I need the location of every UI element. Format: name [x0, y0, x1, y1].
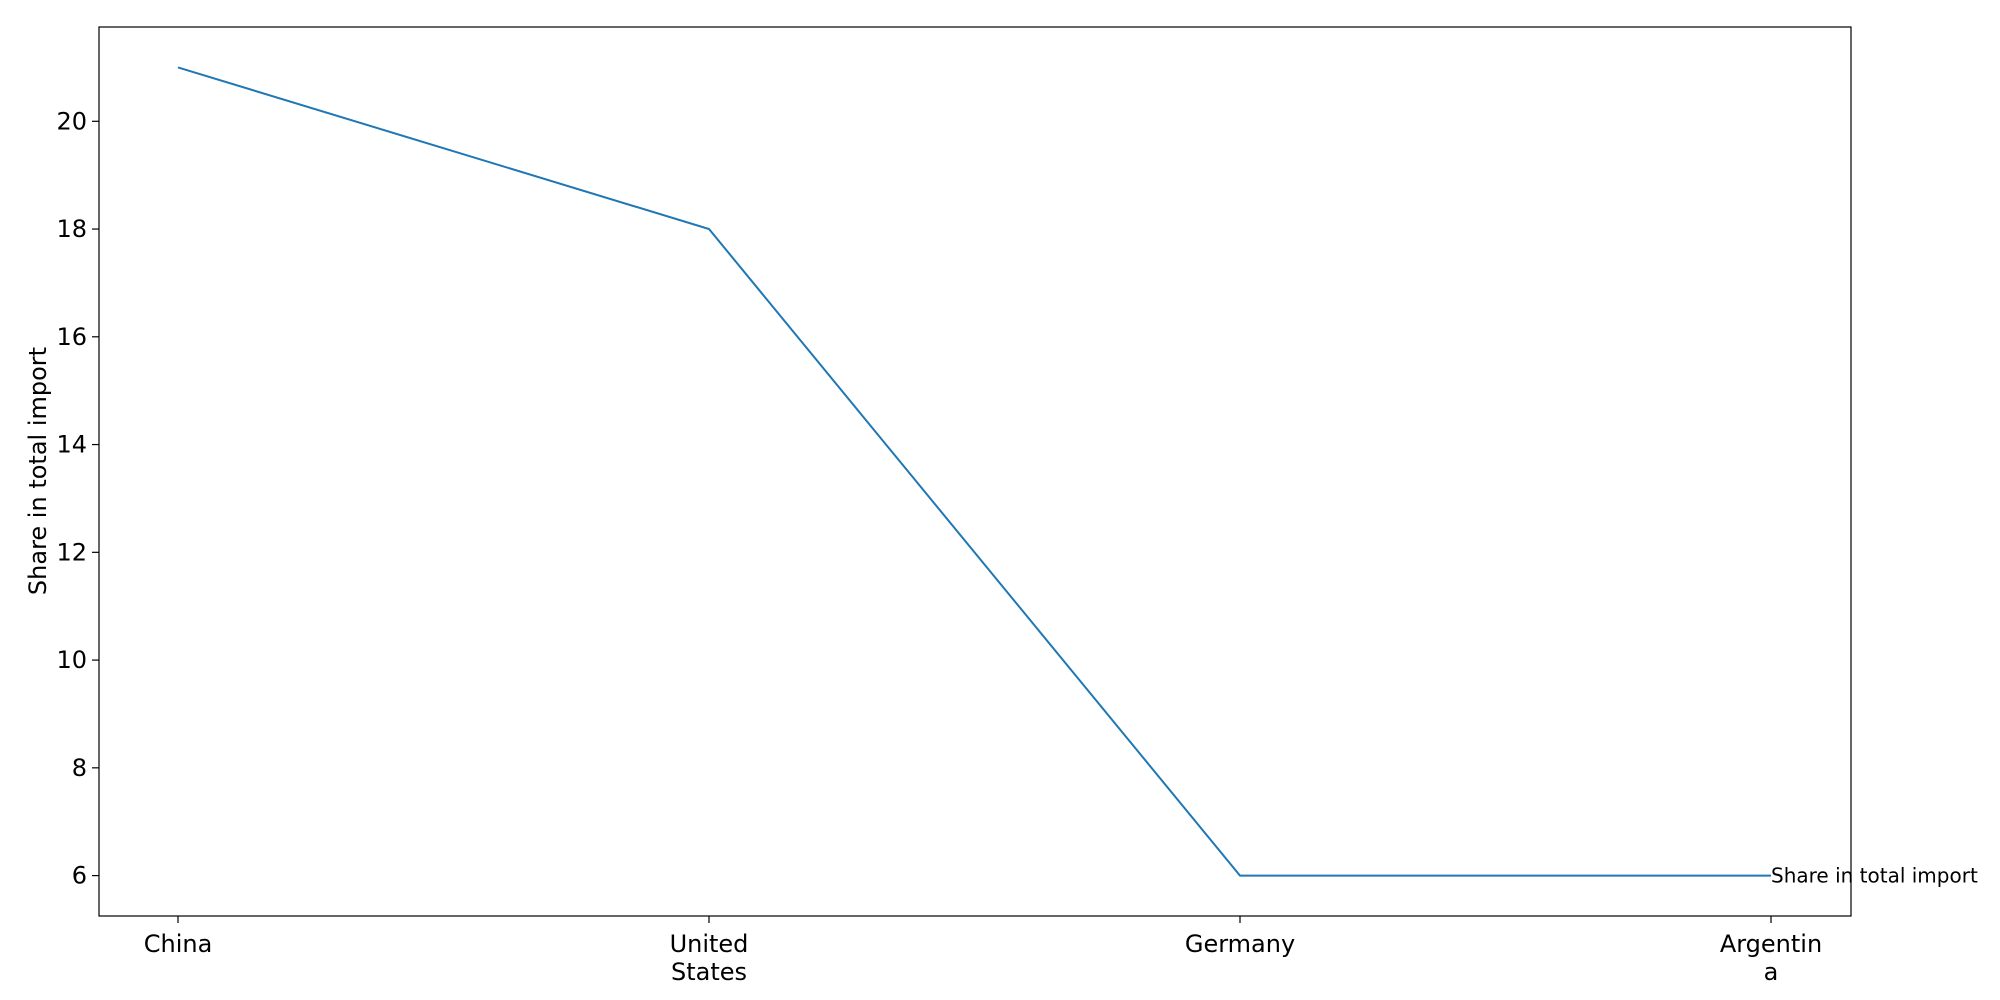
y-tick-label: 8 — [72, 754, 87, 782]
y-tick-label: 12 — [56, 538, 87, 566]
y-axis-title: Share in total import — [24, 347, 52, 595]
x-axis-ticks: China United States Germany Argentin a — [144, 916, 1822, 986]
y-tick-label: 16 — [56, 323, 87, 351]
x-tick-label: Argentin a — [1720, 930, 1822, 986]
y-tick-label: 18 — [56, 215, 87, 243]
y-tick-label: 6 — [72, 862, 87, 890]
y-tick-label: 14 — [56, 431, 87, 459]
y-axis-ticks: 6 8 10 12 14 16 18 20 — [56, 107, 99, 890]
plot-frame — [98, 26, 1852, 917]
x-tick-label: Germany — [1185, 930, 1295, 958]
y-tick-label: 10 — [56, 646, 87, 674]
y-tick-label: 20 — [56, 107, 87, 135]
x-tick-label: United States — [670, 930, 749, 986]
series-end-label: Share in total import — [1771, 864, 1978, 888]
x-tick-label: China — [144, 930, 213, 958]
series-lines: Share in total import — [177, 66, 1978, 888]
series-line — [177, 66, 1771, 877]
